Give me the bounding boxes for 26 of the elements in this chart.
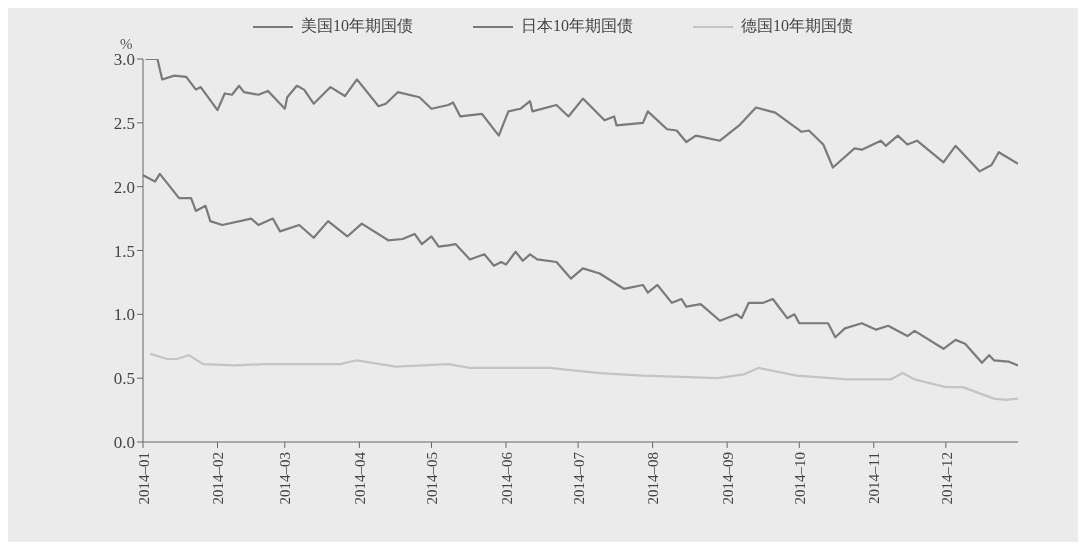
y-tick-label: 2.0: [113, 177, 135, 197]
x-tick-label: 2014–10: [791, 452, 808, 505]
y-tick-label: 1.0: [113, 305, 135, 325]
legend-label: 日本10年期国债: [521, 16, 633, 36]
x-tick-label: 2014–02: [210, 452, 227, 505]
y-tick-label: 0.0: [113, 433, 135, 453]
x-tick-label: 2014–05: [424, 452, 441, 505]
x-tick-label: 2014–06: [498, 451, 515, 505]
x-tick-label: 2014–03: [277, 452, 294, 505]
y-axis-title: %: [120, 36, 133, 53]
legend-label: 德国10年期国债: [741, 16, 853, 36]
x-tick-label: 2014–04: [352, 451, 368, 505]
x-tick-label: 2014–11: [866, 452, 883, 504]
legend-label: 美国10年期国债: [301, 16, 413, 36]
x-tick-label: 2014–08: [645, 452, 662, 505]
y-tick-label: 3.0: [113, 50, 135, 70]
line-series: [149, 352, 1018, 401]
y-tick-label: 0.5: [113, 369, 135, 389]
y-tick-label: 1.5: [113, 241, 135, 261]
x-tick-label: 2014–01: [135, 452, 152, 505]
x-tick-label: 2014–12: [938, 452, 955, 505]
line-series: [144, 59, 1018, 173]
x-tick-label: 2014–09: [719, 452, 736, 505]
x-tick-label: 2014–07: [570, 451, 587, 505]
line-series: [143, 172, 1018, 367]
y-tick-label: 2.5: [113, 113, 135, 133]
